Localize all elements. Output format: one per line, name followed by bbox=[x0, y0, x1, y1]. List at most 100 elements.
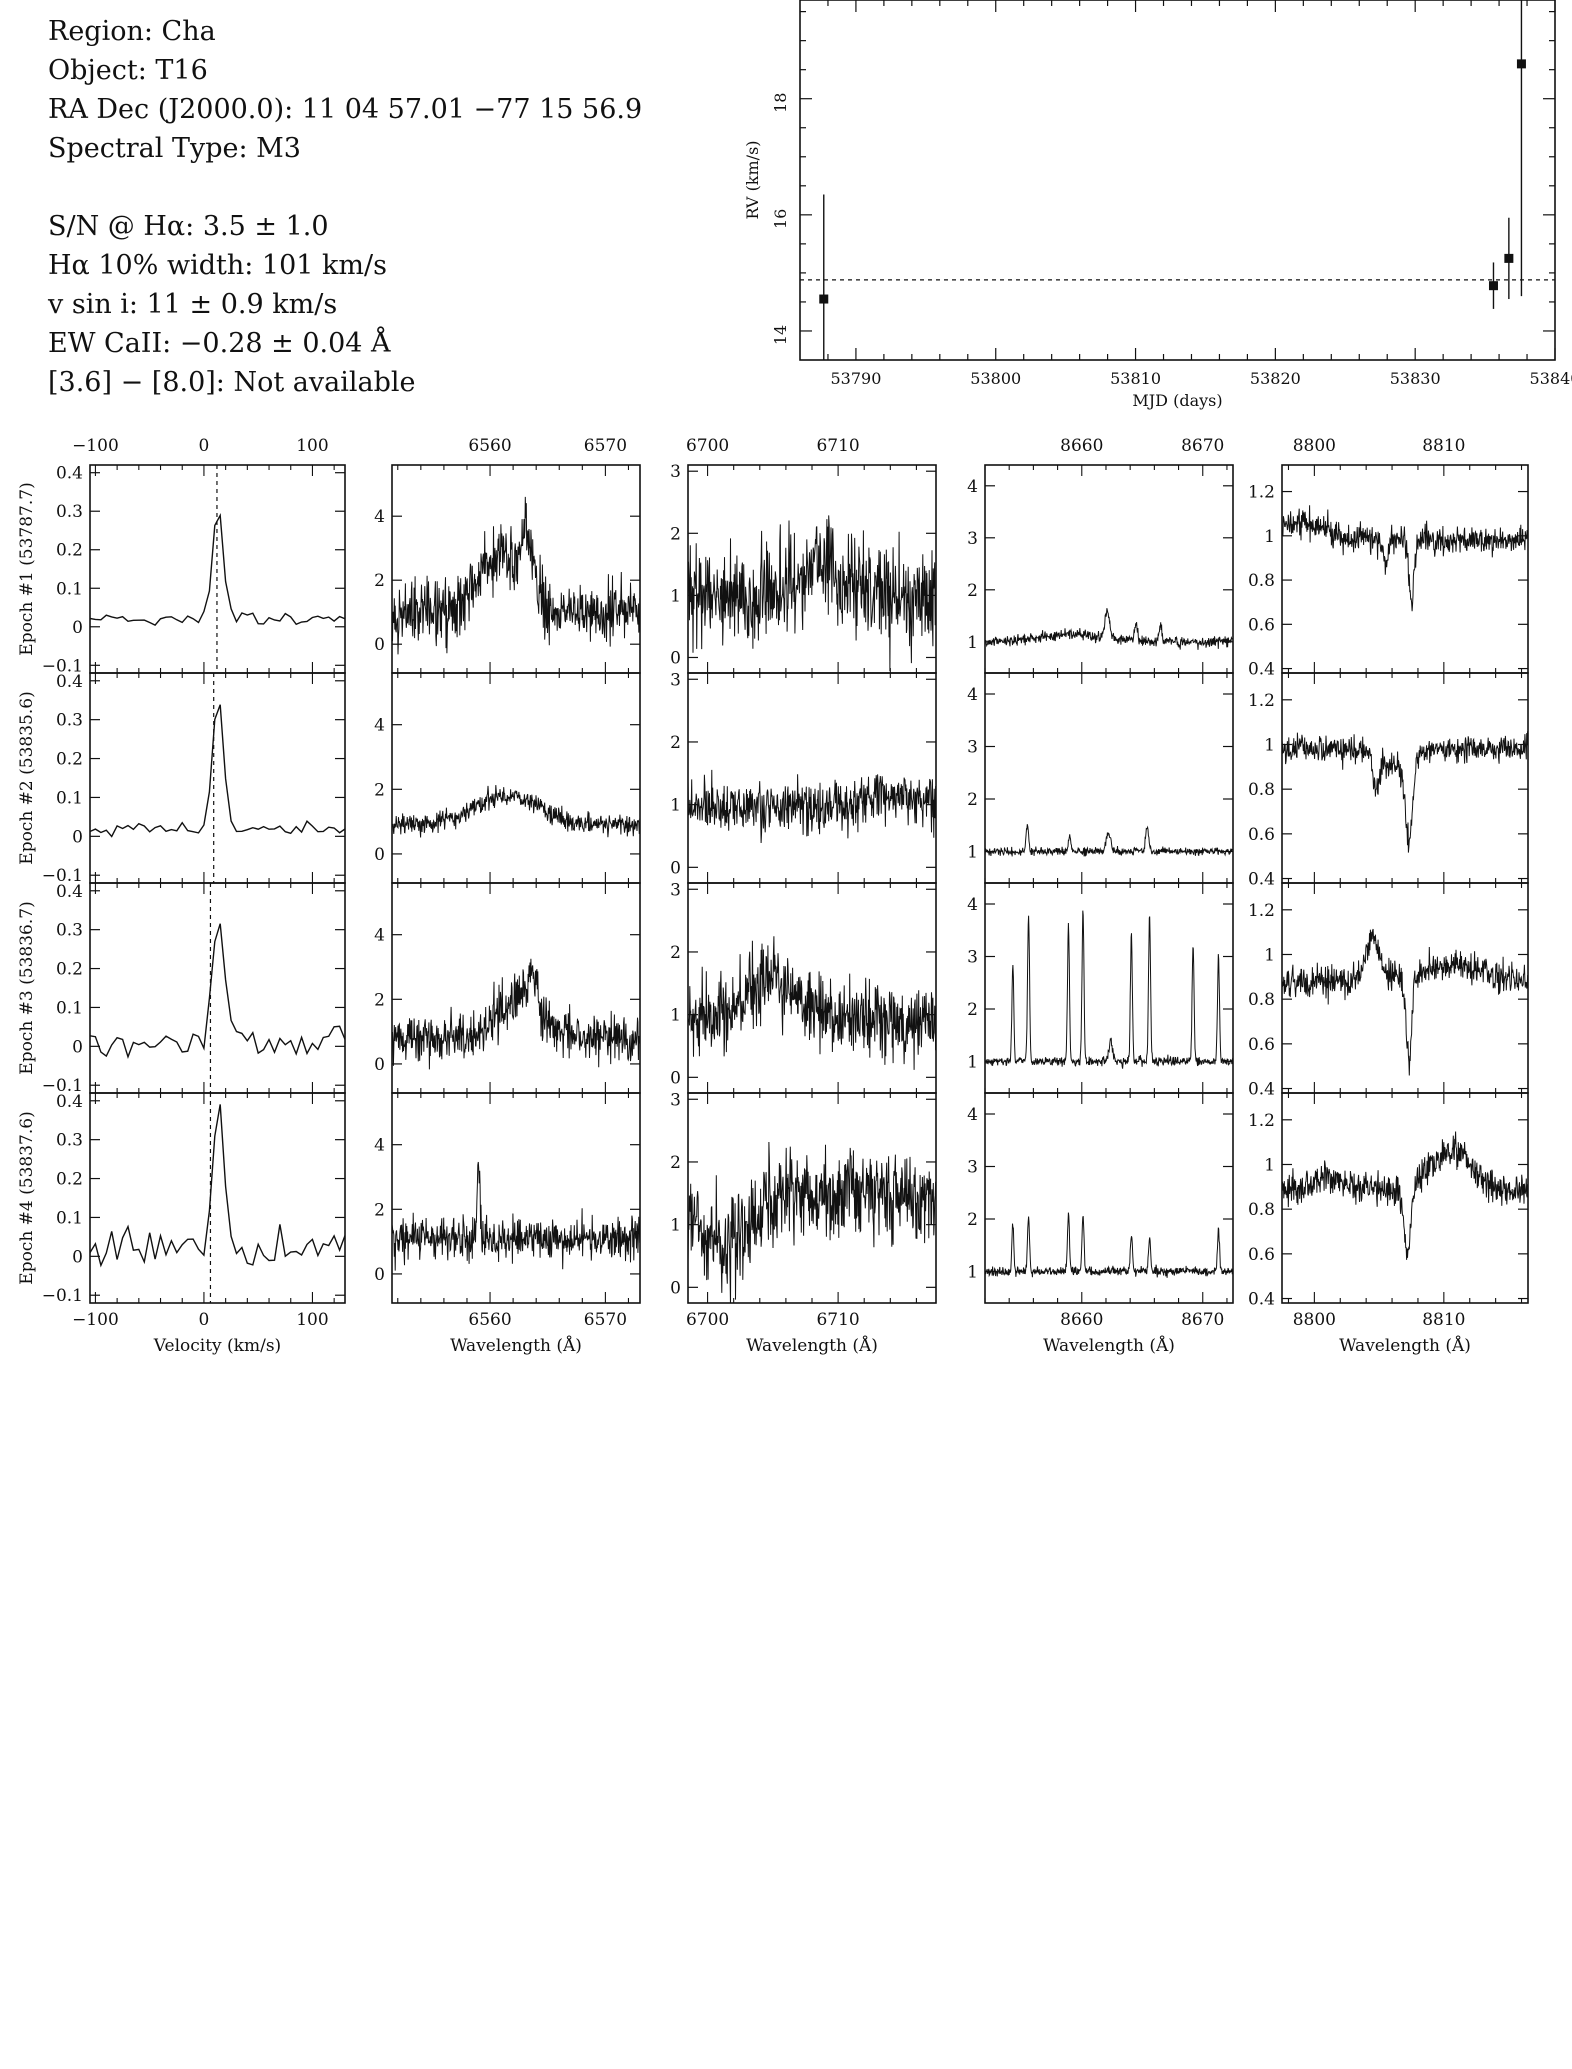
spectrum-x-axis-label: Wavelength (Å) bbox=[450, 1335, 582, 1356]
spectrum-bottom-tick-label: 8810 bbox=[1422, 1310, 1465, 1330]
spectrum-bottom-tick-label: 8670 bbox=[1181, 1310, 1224, 1330]
spectrum-bottom-tick-label: 6700 bbox=[686, 1310, 729, 1330]
spectrum-y-tick-label: 4 bbox=[967, 895, 978, 915]
spectrum-x-axis-label: Wavelength (Å) bbox=[746, 1335, 878, 1356]
spectrum-y-tick-label: 2 bbox=[374, 571, 385, 591]
spectrum-panel: 0.4 0.6 0.8 1 1.2 bbox=[1248, 672, 1529, 890]
spectrum-top-tick-label: 8660 bbox=[1060, 436, 1103, 456]
spectrum-panel-frame bbox=[687, 882, 937, 1094]
spectrum-y-tick-label: 0.3 bbox=[56, 711, 83, 731]
rv-x-tick-label: 53790 bbox=[830, 369, 881, 388]
spectrum-y-tick-label: 0.2 bbox=[56, 750, 83, 770]
spectrum-y-tick-label: 2 bbox=[670, 524, 681, 544]
spectrum-y-tick-label: 1 bbox=[1264, 1155, 1275, 1175]
spectrum-x-axis-label: Wavelength (Å) bbox=[1043, 1335, 1175, 1356]
spectrum-y-tick-label: 1 bbox=[1264, 527, 1275, 547]
spectrum-y-tick-label: 0 bbox=[72, 1037, 83, 1057]
spectrum-y-tick-label: 0.6 bbox=[1248, 1245, 1275, 1265]
spectrum-y-tick-label: 3 bbox=[670, 1090, 681, 1110]
spectrum-y-tick-label: 3 bbox=[670, 670, 681, 690]
spectrum-panel: 0.4 0.6 0.8 1 1.2 bbox=[1248, 1092, 1529, 1310]
spectrum-panel-frame bbox=[1281, 882, 1529, 1094]
epoch-label: Epoch #2 (53835.6) bbox=[17, 691, 37, 864]
rv-point bbox=[819, 294, 829, 304]
spectrum-bottom-tick-label: 6710 bbox=[816, 1310, 859, 1330]
spectrum-y-tick-label: −0.1 bbox=[42, 866, 83, 886]
spectrum-y-tick-label: 1 bbox=[670, 1216, 681, 1236]
spectrum-y-tick-label: 1 bbox=[670, 586, 681, 606]
spectrum-panel-frame bbox=[89, 882, 346, 1094]
spectrum-y-tick-label: 0.1 bbox=[56, 998, 83, 1018]
calcium-ew-label: EW CaII: −0.28 ± 0.04 Å bbox=[48, 328, 391, 359]
spectrum-line bbox=[688, 515, 936, 672]
spectrum-y-tick-label: 1.2 bbox=[1248, 901, 1275, 921]
spectrum-panel: 0.4 0.6 0.8 1 1.2 bbox=[1248, 882, 1529, 1100]
spectrum-y-tick-label: 0.4 bbox=[1248, 870, 1275, 890]
spectrum-y-tick-label: −0.1 bbox=[42, 1286, 83, 1306]
rv-point bbox=[1488, 281, 1498, 291]
spectrum-y-tick-label: 4 bbox=[967, 1105, 978, 1125]
rv-plot-frame bbox=[799, 0, 1556, 361]
spectrum-panel: 0 1 2 3 bbox=[670, 462, 937, 674]
spectrum-y-tick-label: 0.2 bbox=[56, 1170, 83, 1190]
spectrum-y-tick-label: 0 bbox=[374, 1055, 385, 1075]
spectrum-top-tick-label: 0 bbox=[199, 436, 210, 456]
spectrum-y-tick-label: 0 bbox=[72, 827, 83, 847]
spectrum-y-tick-label: 1.2 bbox=[1248, 483, 1275, 503]
spectrum-line bbox=[688, 769, 936, 844]
spectrum-panel: 0 2 4 bbox=[374, 464, 641, 674]
spectrum-panel: 1 2 3 4 bbox=[967, 672, 1234, 884]
spectrum-y-tick-label: 4 bbox=[374, 1136, 385, 1156]
spectrum-line bbox=[985, 1212, 1233, 1278]
vsini-label: v sin i: 11 ± 0.9 km/s bbox=[48, 289, 338, 320]
rv-x-tick-label: 53810 bbox=[1110, 369, 1161, 388]
spectrum-y-tick-label: 2 bbox=[967, 1000, 978, 1020]
rv-x-axis-label: MJD (days) bbox=[1132, 391, 1222, 410]
spectrum-y-tick-label: 2 bbox=[374, 990, 385, 1010]
spectrum-y-tick-label: 2 bbox=[670, 733, 681, 753]
spectrum-top-tick-label: 8670 bbox=[1181, 436, 1224, 456]
spectrum-y-tick-label: 3 bbox=[670, 462, 681, 482]
spectrum-bottom-tick-label: 8800 bbox=[1293, 1310, 1336, 1330]
spectrum-bottom-tick-label: 6570 bbox=[584, 1310, 627, 1330]
spectrum-y-tick-label: 0 bbox=[72, 1247, 83, 1267]
spectrum-line bbox=[688, 936, 936, 1070]
spectrum-x-axis-label: Wavelength (Å) bbox=[1339, 1335, 1471, 1356]
spectrum-y-tick-label: 0.8 bbox=[1248, 571, 1275, 591]
spectrum-panel: −0.1 0 0.1 0.2 0.3 0.4 Epoch #1 (53787.7) bbox=[17, 464, 346, 676]
spectrum-y-tick-label: 2 bbox=[670, 943, 681, 963]
spectrum-y-tick-label: 2 bbox=[374, 780, 385, 800]
spectrum-y-tick-label: 3 bbox=[967, 738, 978, 758]
spectrum-y-tick-label: 3 bbox=[967, 948, 978, 968]
spectrum-line bbox=[90, 704, 345, 838]
spectrum-panel-frame bbox=[687, 672, 937, 884]
spectrum-y-tick-label: 2 bbox=[967, 1210, 978, 1230]
spectrum-panel-frame bbox=[89, 672, 346, 884]
spectrum-line bbox=[1282, 731, 1528, 853]
spectrum-top-tick-label: 6570 bbox=[584, 436, 627, 456]
spectrum-line bbox=[90, 1104, 345, 1268]
spectrum-y-tick-label: 0.1 bbox=[56, 788, 83, 808]
spectrum-y-tick-label: 1.2 bbox=[1248, 691, 1275, 711]
spectrum-panel: 1 2 3 4 bbox=[967, 464, 1234, 674]
spectrum-y-tick-label: 0.8 bbox=[1248, 990, 1275, 1010]
spectrum-panel: 0 2 4 bbox=[374, 1092, 641, 1304]
rv-y-tick-label: 14 bbox=[771, 325, 790, 345]
spectrum-y-tick-label: 0 bbox=[670, 858, 681, 878]
object-label: Object: T16 bbox=[48, 55, 208, 86]
spectrum-y-tick-label: 2 bbox=[967, 790, 978, 810]
spectrum-y-tick-label: 0.2 bbox=[56, 960, 83, 980]
rv-x-tick-label: 53800 bbox=[970, 369, 1021, 388]
spectrum-top-tick-label: −100 bbox=[72, 436, 119, 456]
spectrum-panel-frame bbox=[1281, 672, 1529, 884]
spectrum-y-tick-label: 1 bbox=[967, 1053, 978, 1073]
spectrum-y-tick-label: 2 bbox=[374, 1200, 385, 1220]
spectrum-panel-frame bbox=[391, 672, 641, 884]
spectrum-y-tick-label: 0.4 bbox=[56, 672, 83, 692]
spectrum-panel-frame bbox=[89, 1092, 346, 1304]
spectrum-y-tick-label: 1 bbox=[1264, 735, 1275, 755]
spectrum-y-tick-label: 4 bbox=[967, 477, 978, 497]
spectrum-line bbox=[1282, 928, 1528, 1076]
